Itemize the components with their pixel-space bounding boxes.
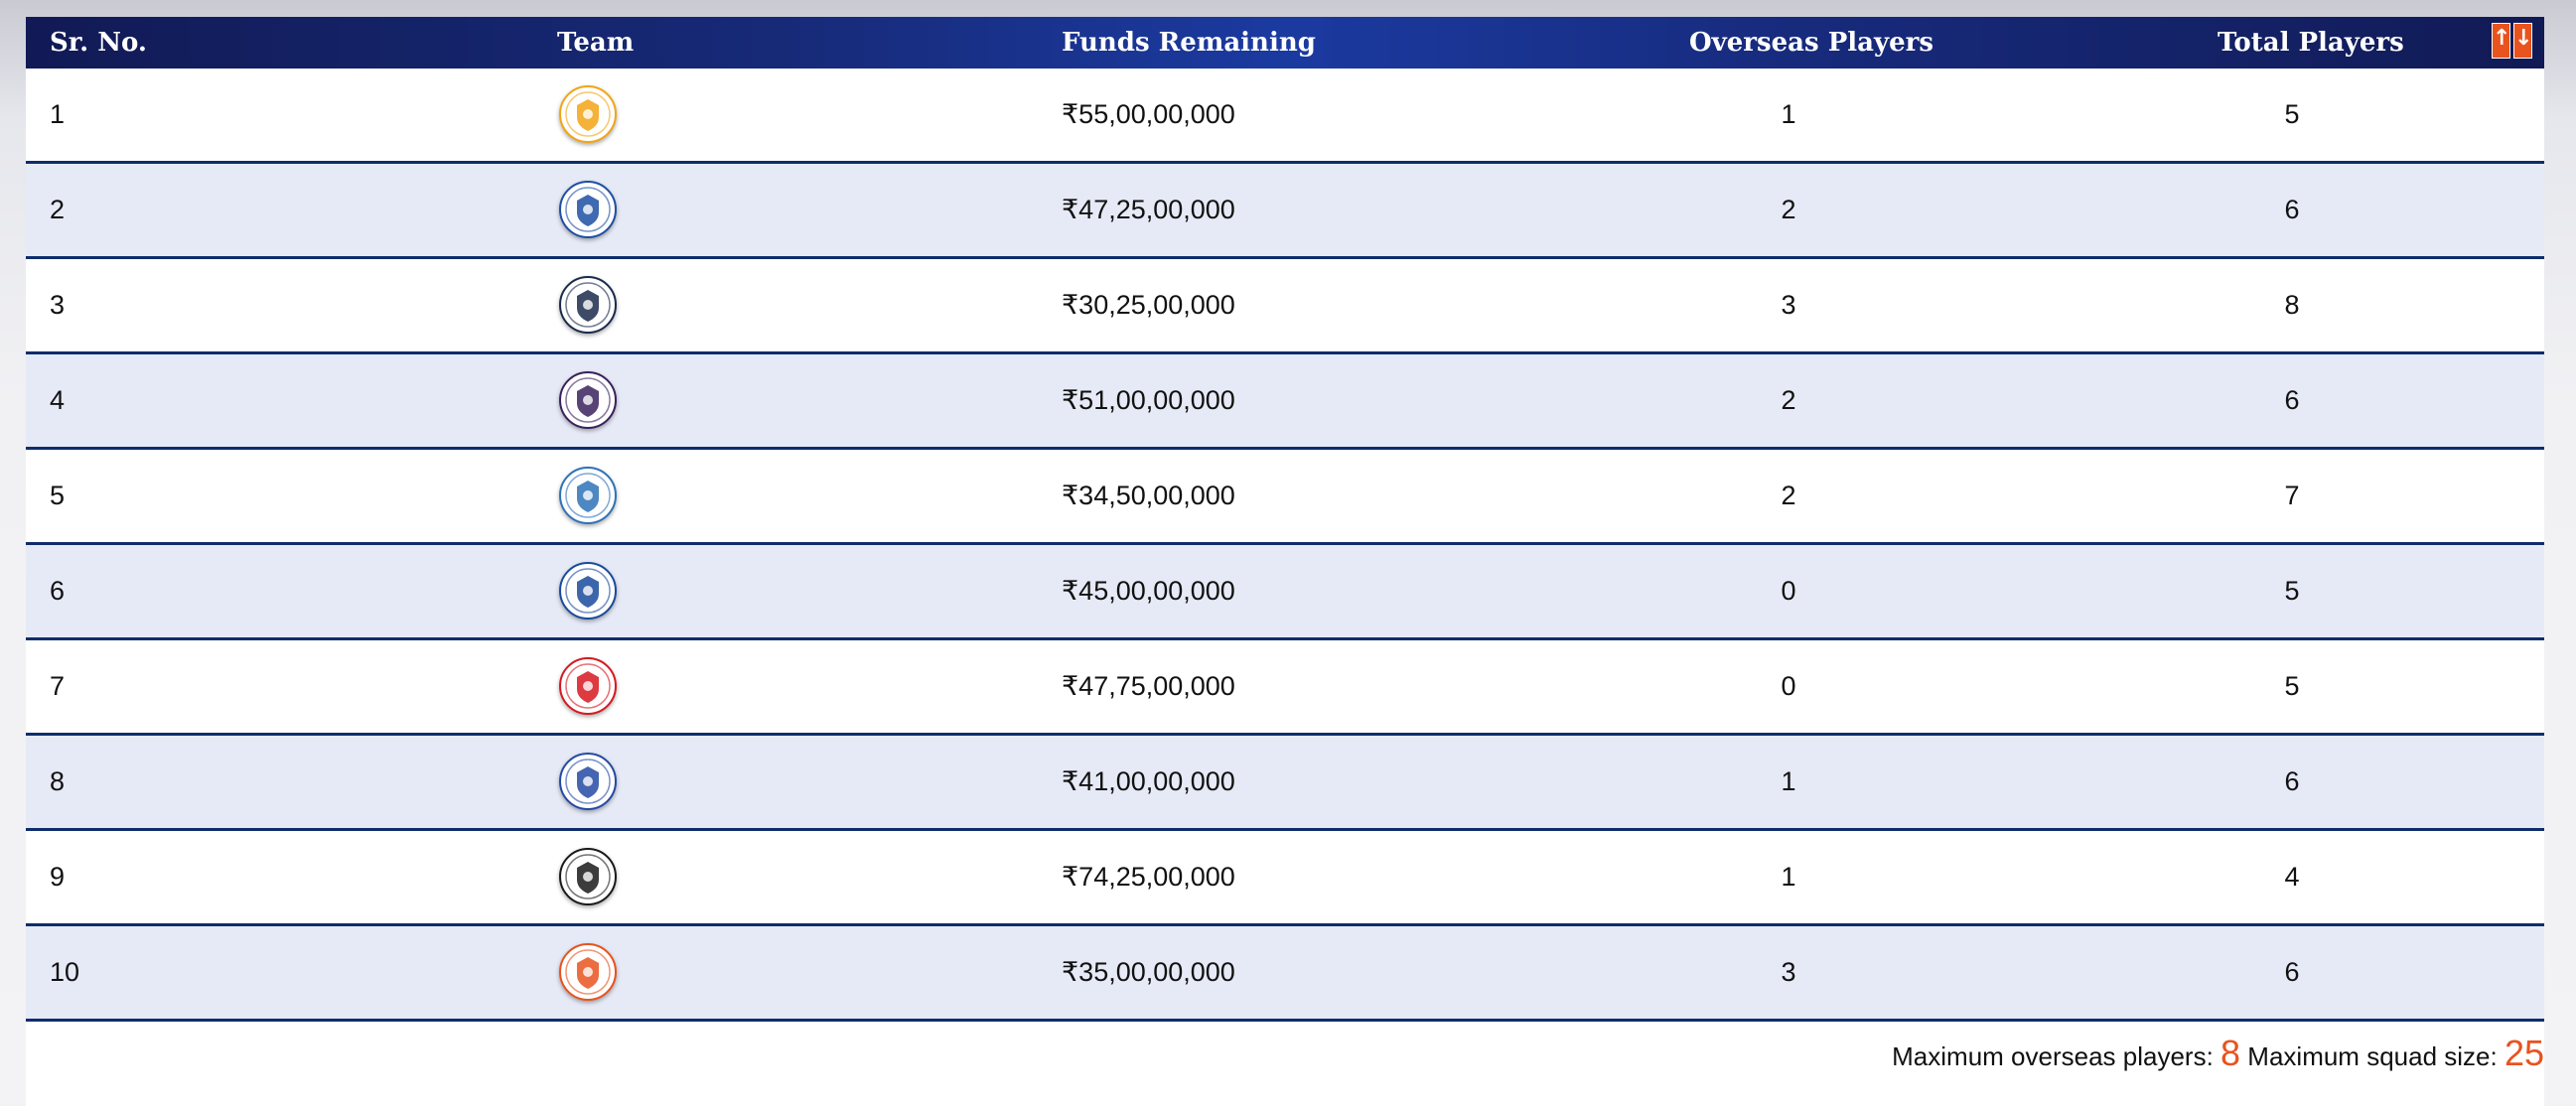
max-overseas-value: 8 [2220,1033,2241,1073]
column-header-sr-no: Sr. No. [50,28,147,58]
total-players-cell: 6 [2284,195,2300,224]
funds-remaining-cell: ₹47,25,00,000 [1062,195,1235,224]
sr-no-cell: 4 [50,385,66,415]
overseas-players-cell: 2 [1781,385,1796,415]
sr-no-cell: 10 [50,957,80,987]
funds-remaining-cell: ₹41,00,00,000 [1062,766,1235,796]
funds-remaining-cell: ₹51,00,00,000 [1062,385,1235,415]
overseas-players-cell: 1 [1781,862,1796,892]
sr-no-cell: 5 [50,481,66,510]
table-row: 3 ₹30,25,00,000 3 8 [26,259,2544,354]
srh-logo[interactable] [559,943,617,1001]
total-players-cell: 8 [2284,290,2300,320]
funds-remaining-cell: ₹47,75,00,000 [1062,671,1235,701]
max-squad-value: 25 [2504,1033,2544,1073]
kkr-logo[interactable] [559,371,617,429]
column-header-funds-remaining: Funds Remaining [1062,28,1316,58]
table-header: Sr. No. Team Funds Remaining Overseas Pl… [26,17,2544,69]
lsg-logo[interactable] [559,467,617,524]
table-row: 8 ₹41,00,00,000 1 6 [26,736,2544,831]
rr-logo[interactable] [559,753,617,810]
sr-no-cell: 6 [50,576,66,606]
column-header-total-players: Total Players [2218,28,2404,58]
funds-remaining-cell: ₹34,50,00,000 [1062,481,1235,510]
sort-descending-button[interactable]: ↓ [2513,23,2532,59]
funds-remaining-cell: ₹74,25,00,000 [1062,862,1235,892]
total-players-cell: 4 [2284,862,2300,892]
overseas-players-cell: 3 [1781,290,1796,320]
overseas-players-cell: 1 [1781,99,1796,129]
squad-limits: Maximum overseas players: 8 Maximum squa… [1892,1033,2544,1078]
sr-no-cell: 7 [50,671,66,701]
total-players-cell: 6 [2284,385,2300,415]
sr-no-cell: 2 [50,195,66,224]
max-overseas-label: Maximum overseas players: [1892,1041,2214,1071]
table-row: 2 ₹47,25,00,000 2 6 [26,164,2544,259]
team-purse-panel: Sr. No. Team Funds Remaining Overseas Pl… [26,17,2544,1106]
funds-remaining-cell: ₹55,00,00,000 [1062,99,1235,129]
table-row: 5 ₹34,50,00,000 2 7 [26,450,2544,545]
funds-remaining-cell: ₹45,00,00,000 [1062,576,1235,606]
dc-logo[interactable] [559,181,617,238]
column-header-team: Team [557,28,635,58]
rcb-logo[interactable] [559,848,617,905]
table-row: 10 ₹35,00,00,000 3 6 [26,926,2544,1022]
table-row: 9 ₹74,25,00,000 1 4 [26,831,2544,926]
sr-no-cell: 3 [50,290,66,320]
table-row: 6 ₹45,00,00,000 0 5 [26,545,2544,640]
column-header-overseas-players: Overseas Players [1689,28,1933,58]
table-row: 4 ₹51,00,00,000 2 6 [26,354,2544,450]
pbks-logo[interactable] [559,657,617,715]
total-players-cell: 7 [2284,481,2300,510]
sr-no-cell: 8 [50,766,66,796]
total-players-cell: 6 [2284,766,2300,796]
total-players-cell: 5 [2284,576,2300,606]
funds-remaining-cell: ₹30,25,00,000 [1062,290,1235,320]
overseas-players-cell: 2 [1781,195,1796,224]
overseas-players-cell: 2 [1781,481,1796,510]
overseas-players-cell: 1 [1781,766,1796,796]
overseas-players-cell: 0 [1781,576,1796,606]
csk-logo[interactable] [559,85,617,143]
funds-remaining-cell: ₹35,00,00,000 [1062,957,1235,987]
overseas-players-cell: 0 [1781,671,1796,701]
gt-logo[interactable] [559,276,617,334]
total-players-cell: 5 [2284,671,2300,701]
max-squad-label: Maximum squad size: [2247,1041,2498,1071]
sort-ascending-button[interactable]: ↑ [2492,23,2510,59]
arrow-up-icon: ↑ [2493,26,2511,51]
arrow-down-icon: ↓ [2514,26,2533,51]
total-players-cell: 6 [2284,957,2300,987]
total-players-cell: 5 [2284,99,2300,129]
table-body: 1 ₹55,00,00,000 1 5 2 ₹47,25,00,000 2 6 3 ₹30,25,… [26,69,2544,1022]
sr-no-cell: 9 [50,862,66,892]
overseas-players-cell: 3 [1781,957,1796,987]
table-row: 7 ₹47,75,00,000 0 5 [26,640,2544,736]
mi-logo[interactable] [559,562,617,620]
sr-no-cell: 1 [50,99,66,129]
table-row: 1 ₹55,00,00,000 1 5 [26,69,2544,164]
